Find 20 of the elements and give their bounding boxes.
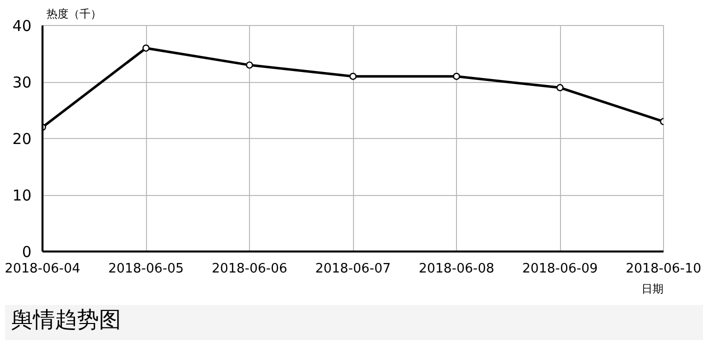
x-tick-label: 2018-06-05	[108, 262, 184, 276]
x-axis-title: 日期	[642, 282, 664, 296]
y-axis-title: 热度（千）	[46, 8, 102, 20]
y-tick-label: 10	[12, 186, 32, 204]
y-tick-label: 40	[12, 17, 32, 35]
x-tick-label: 2018-06-06	[212, 262, 288, 276]
y-tick-label: 0	[22, 243, 32, 261]
text: 舆情趋势图	[11, 307, 121, 335]
x-tick-label: 2018-06-08	[418, 262, 494, 276]
point	[349, 72, 357, 80]
y-tick-label: 30	[12, 74, 32, 92]
point	[246, 61, 254, 69]
y-tick-label: 20	[12, 130, 32, 148]
x-tick-label: 2018-06-09	[522, 262, 598, 276]
point	[142, 44, 150, 52]
x-tick-label: 2018-06-10	[626, 262, 702, 276]
point	[452, 72, 460, 80]
point	[556, 84, 564, 92]
x-tick-label: 2018-06-07	[315, 262, 391, 276]
x-tick-label: 2018-06-04	[4, 262, 80, 276]
